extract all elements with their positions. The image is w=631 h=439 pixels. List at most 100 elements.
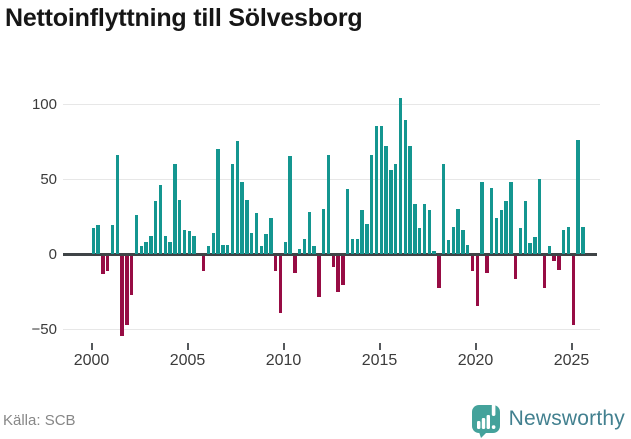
chart-bar [542, 256, 547, 288]
chart-bar [437, 256, 441, 288]
chart-bar [355, 238, 359, 254]
chart-bar [307, 211, 311, 254]
chart-bar [398, 97, 403, 254]
chart-bar [317, 256, 321, 297]
chart-bar [312, 246, 316, 254]
chart-bar [475, 256, 479, 306]
chart-bar [216, 148, 220, 254]
chart-bar [456, 208, 460, 254]
chart-bar [494, 217, 499, 254]
chart-bar [470, 256, 475, 271]
chart-bar [225, 244, 230, 254]
chart-bar [120, 256, 124, 336]
chart-bar [350, 238, 355, 254]
chart-bar [393, 163, 398, 254]
x-axis-tick [187, 343, 189, 350]
chart-bar [201, 256, 206, 271]
chart-bar [451, 226, 455, 254]
chart-bar [149, 235, 153, 254]
x-axis-zero-line [63, 253, 597, 256]
chart-bar [230, 163, 235, 254]
x-axis-tick-label: 2005 [169, 352, 206, 369]
x-axis-tick [283, 343, 285, 350]
chart-bar [480, 181, 484, 254]
chart-bar [557, 256, 561, 270]
chart-bar [403, 120, 407, 254]
chart-bar [177, 199, 182, 254]
chart-bar [413, 204, 417, 254]
chart-bar [144, 241, 148, 254]
chart-bar [547, 246, 551, 254]
chart-bar [273, 256, 278, 271]
x-axis-tick [475, 343, 477, 350]
chart-bar [115, 154, 119, 254]
chart-bar [254, 213, 259, 254]
chart-bar [168, 241, 172, 254]
chart-bar [297, 249, 302, 254]
x-axis-tick [379, 343, 381, 350]
x-axis-tick [571, 343, 573, 350]
chart-bar [345, 189, 350, 254]
x-axis-tick-label: 2000 [73, 352, 110, 369]
newsworthy-logo-text: Newsworthy [508, 407, 625, 430]
y-axis-tick-label: 100 [31, 96, 57, 113]
chart-bar [288, 156, 292, 254]
chart-bar [125, 256, 129, 325]
chart-bar [389, 169, 393, 254]
chart-bar [441, 163, 446, 254]
chart-bar [245, 199, 249, 254]
chart-bar [523, 201, 527, 254]
y-gridline [63, 329, 600, 330]
chart-bar [533, 237, 537, 254]
chart-bar [576, 139, 580, 254]
y-gridline [63, 179, 600, 180]
chart-bar [384, 145, 388, 254]
chart-bar [489, 187, 494, 254]
chart-bar [326, 154, 331, 254]
chart-bar [408, 145, 412, 254]
source-label: Källa: SCB [3, 412, 76, 429]
y-gridline [63, 104, 600, 105]
chart-bar [134, 214, 139, 254]
x-axis-tick-label: 2025 [553, 352, 590, 369]
chart-title: Nettoinflyttning till Sölvesborg [5, 4, 363, 32]
chart-bar [211, 232, 215, 254]
chart-bar [561, 229, 566, 254]
chart-bar [427, 210, 431, 254]
chart-footer: Källa: SCB Newsworthy [0, 399, 631, 439]
chart-bar [417, 228, 422, 254]
chart-bar [374, 126, 379, 254]
chart-bar [518, 228, 523, 254]
chart-bar [504, 201, 508, 254]
chart-bar [509, 181, 513, 254]
chart-bar [101, 256, 105, 274]
chart-bar [129, 256, 134, 295]
chart-bar [365, 223, 369, 254]
chart-bar [173, 163, 177, 254]
chart-bar [336, 256, 340, 292]
y-axis-tick-label: 0 [48, 246, 57, 263]
chart-bar [485, 256, 489, 273]
chart-bar [321, 208, 326, 254]
chart-bar [302, 238, 307, 254]
chart-bar [187, 231, 191, 254]
chart-bar [360, 210, 364, 254]
chart-bar [240, 181, 244, 254]
x-axis-tick-label: 2020 [457, 352, 494, 369]
chart-bar [96, 225, 100, 254]
chart-bar [153, 201, 158, 254]
chart-bar [110, 225, 115, 254]
chart-bar [513, 256, 518, 279]
chart-bar [139, 246, 143, 254]
chart-bar [379, 126, 383, 254]
chart-bar [163, 235, 167, 254]
chart-bar [259, 246, 263, 254]
newsworthy-logo-icon [471, 402, 500, 438]
x-axis-tick [91, 343, 93, 350]
y-axis-tick-label: 50 [40, 171, 57, 188]
chart-bar [566, 226, 571, 254]
x-axis-tick-label: 2010 [265, 352, 302, 369]
chart-bar [571, 256, 575, 325]
x-axis-tick-label: 2015 [361, 352, 398, 369]
